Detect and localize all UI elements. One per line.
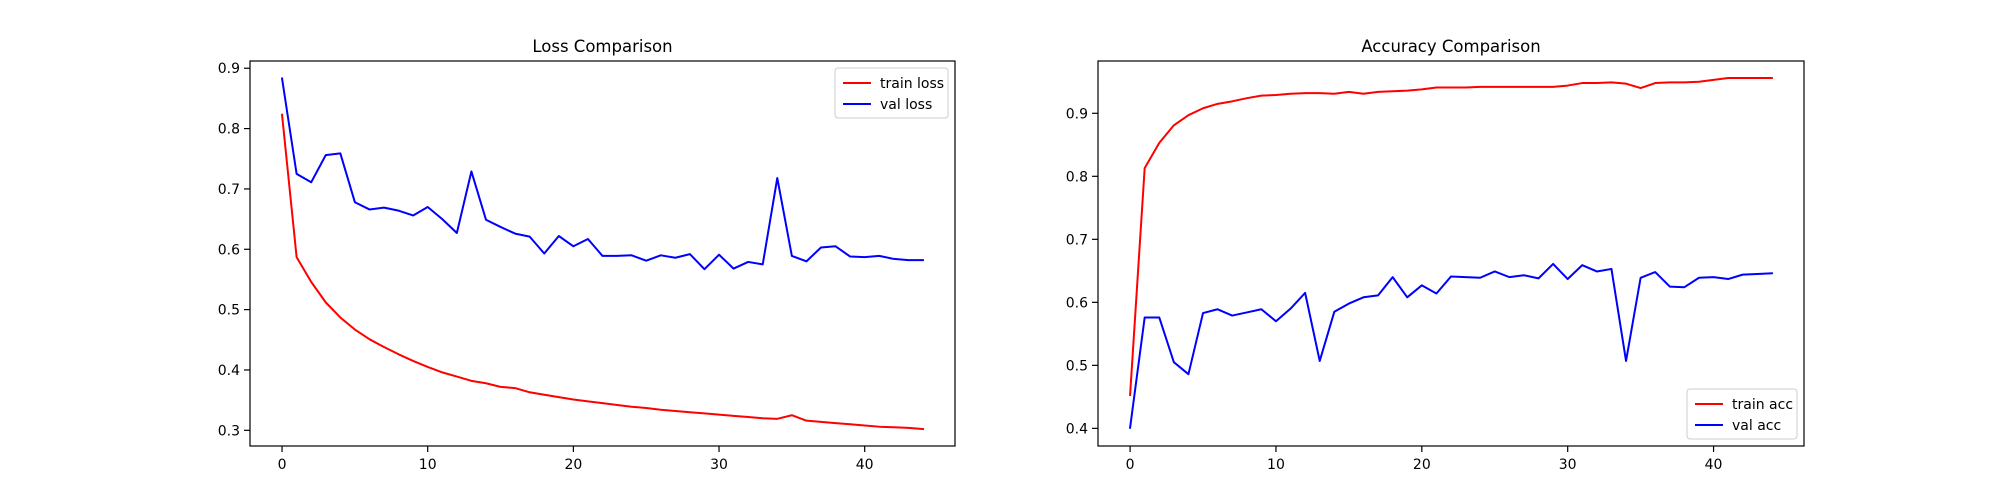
chart-title: Accuracy Comparison	[1361, 37, 1540, 56]
legend-label: val loss	[880, 97, 932, 113]
x-tick-label: 40	[856, 457, 874, 473]
y-tick-label: 0.5	[218, 303, 240, 319]
y-tick-label: 0.6	[218, 242, 240, 258]
legend-box	[1686, 388, 1798, 440]
x-tick-label: 30	[1559, 457, 1577, 473]
series-line-val-acc	[1128, 262, 1773, 429]
y-tick-label: 0.9	[218, 61, 240, 77]
x-tick-label: 10	[1267, 457, 1285, 473]
y-tick-label: 0.8	[218, 122, 240, 138]
y-tick-label: 0.3	[218, 423, 240, 439]
x-tick-label: 20	[1413, 457, 1431, 473]
y-tick-label: 0.4	[218, 363, 240, 379]
axes-frame	[249, 60, 956, 447]
x-tick-label: 40	[1705, 457, 1723, 473]
y-tick-label: 0.5	[1066, 358, 1088, 374]
y-tick-label: 0.4	[1066, 421, 1088, 437]
loss-comparison-panel: 0 10 20 30 40 0.3 0.4 0.5 0.6 0.7 0.8 0.9 Loss Compa…	[218, 37, 956, 473]
accuracy-comparison-panel: 0 10 20 30 40 0.4 0.5 0.6 0.7 0.8 0.9 Accuracy Comp…	[1066, 37, 1805, 473]
legend: train acc val acc	[1686, 388, 1798, 440]
x-tick-label: 20	[564, 457, 582, 473]
y-tick-label: 0.7	[1066, 232, 1088, 248]
legend-box	[834, 67, 949, 119]
legend-label: val acc	[1732, 418, 1781, 434]
y-tick-label: 0.9	[1066, 106, 1088, 122]
legend: train loss val loss	[834, 67, 949, 119]
axes-frame	[1097, 60, 1805, 447]
y-tick-label: 0.7	[218, 182, 240, 198]
x-tick-label: 0	[278, 457, 287, 473]
x-tick-label: 10	[419, 457, 437, 473]
legend-label: train loss	[880, 76, 944, 92]
x-tick-label: 30	[710, 457, 728, 473]
legend-label: train acc	[1732, 397, 1793, 413]
series-line-train-acc	[1129, 77, 1773, 397]
chart-title: Loss Comparison	[532, 37, 672, 56]
y-tick-label: 0.8	[1066, 169, 1088, 185]
series-line-train-loss	[280, 113, 925, 431]
x-tick-label: 0	[1126, 457, 1135, 473]
y-tick-label: 0.6	[1066, 295, 1088, 311]
series-line-val-loss	[280, 77, 924, 271]
